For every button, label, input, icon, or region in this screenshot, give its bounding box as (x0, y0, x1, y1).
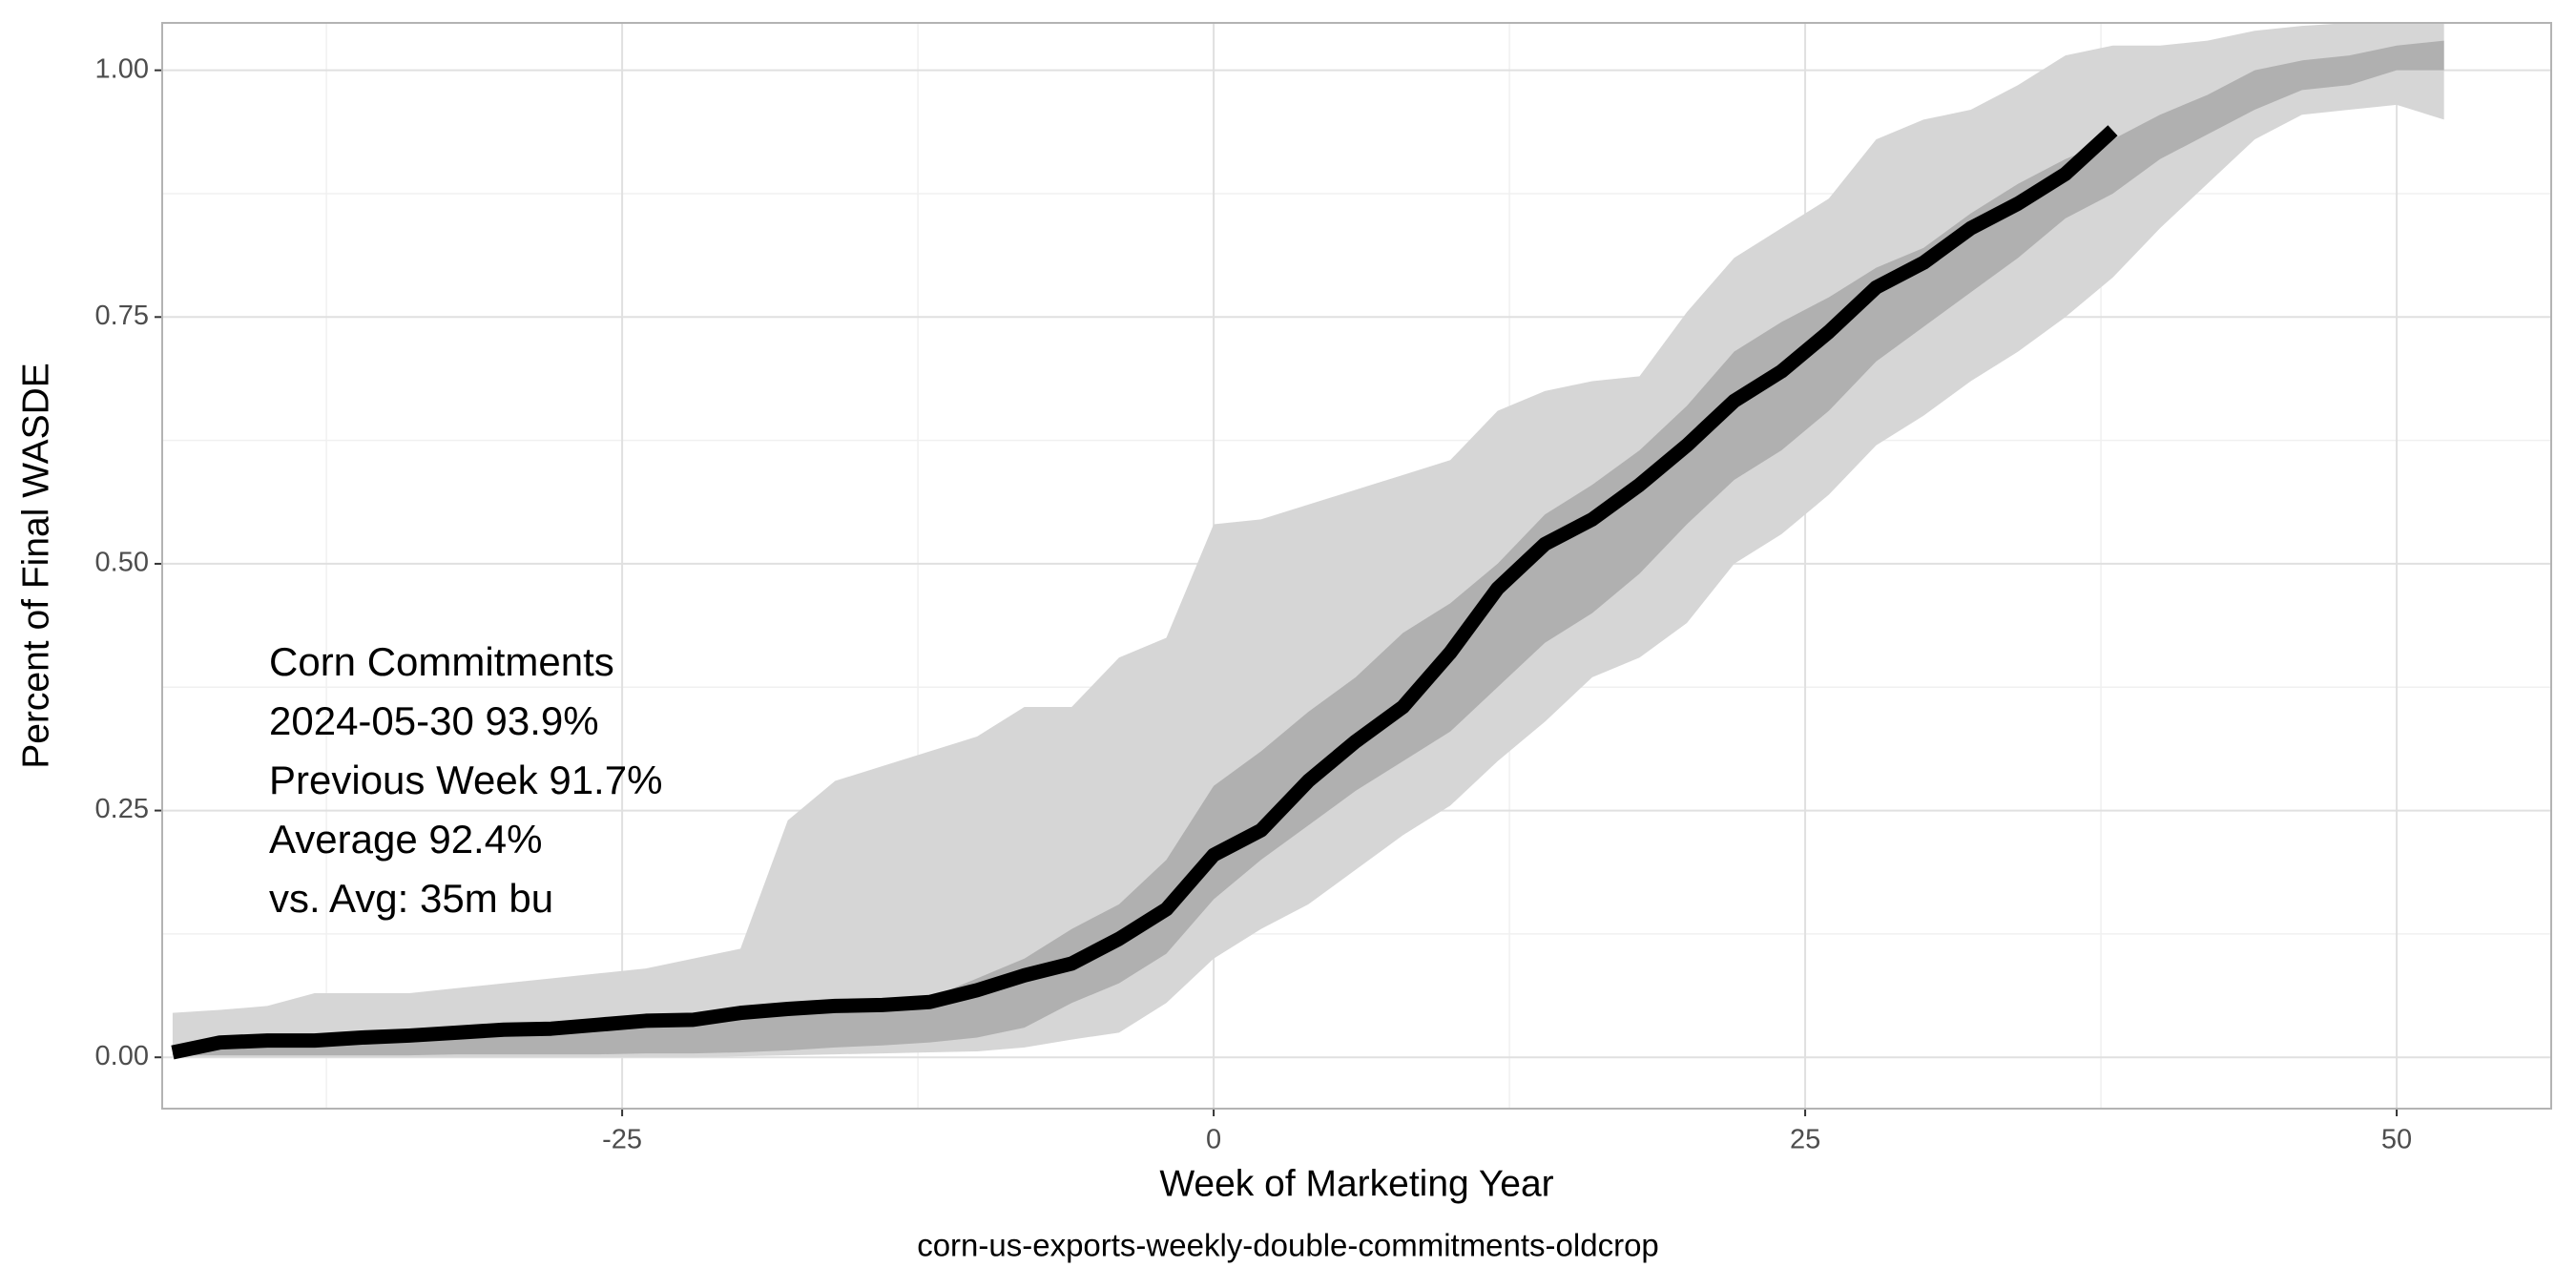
annotation: Average 92.4% (269, 817, 542, 862)
annotation: 2024-05-30 93.9% (269, 698, 599, 743)
x-tick-label: 0 (1206, 1125, 1221, 1155)
plot-border (161, 22, 2552, 1110)
y-tick-label: 0.75 (95, 301, 149, 331)
x-tick-label: -25 (602, 1125, 642, 1155)
annotation: vs. Avg: 35m bu (269, 876, 553, 921)
y-tick-label: 0.00 (95, 1041, 149, 1071)
annotation: Corn Commitments (269, 639, 614, 684)
x-axis-title: Week of Marketing Year (1159, 1163, 1553, 1204)
line (171, 125, 2118, 1060)
annotation: Previous Week 91.7% (269, 758, 662, 802)
caption: corn-us-exports-weekly-double-commitment… (917, 1228, 1659, 1263)
y-tick-label: 0.25 (95, 794, 149, 824)
x-tick-label: 25 (1790, 1125, 1820, 1155)
y-tick-label: 1.00 (95, 53, 149, 84)
y-axis-title: Percent of Final WASDE (15, 363, 56, 769)
x-tick-label: 50 (2381, 1125, 2412, 1155)
y-tick-label: 0.50 (95, 548, 149, 578)
